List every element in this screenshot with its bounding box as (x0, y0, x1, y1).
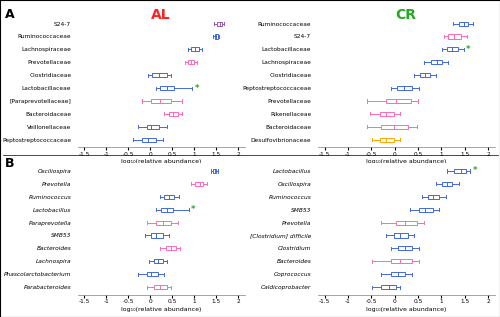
Bar (161, 208, 173, 212)
Bar (152, 73, 167, 77)
Bar (442, 182, 452, 186)
Bar (419, 208, 433, 212)
Bar (146, 272, 158, 276)
Bar (166, 246, 176, 250)
Bar (217, 22, 222, 26)
Text: *: * (191, 205, 196, 214)
Bar (380, 138, 394, 142)
Bar (394, 233, 407, 237)
Text: *: * (466, 45, 470, 54)
X-axis label: log₁₀(relative abundance): log₁₀(relative abundance) (366, 307, 446, 312)
Bar (391, 272, 405, 276)
Bar (431, 60, 442, 64)
Bar (156, 221, 172, 225)
Bar (160, 86, 174, 90)
Bar (398, 246, 412, 250)
Bar (454, 169, 466, 173)
Bar (188, 60, 194, 64)
Bar (213, 169, 216, 173)
Bar (191, 47, 198, 51)
Text: *: * (194, 84, 199, 93)
Bar (382, 125, 407, 129)
Text: A: A (5, 8, 15, 21)
Bar (397, 86, 412, 90)
Bar (428, 195, 439, 199)
Bar (154, 259, 162, 263)
Text: B: B (5, 157, 15, 170)
X-axis label: log₁₀(relative abundance): log₁₀(relative abundance) (121, 159, 202, 164)
X-axis label: log₁₀(relative abundance): log₁₀(relative abundance) (121, 307, 202, 312)
Bar (164, 195, 174, 199)
Bar (382, 285, 396, 289)
X-axis label: log₁₀(relative abundance): log₁₀(relative abundance) (366, 159, 446, 164)
Bar (154, 285, 167, 289)
Bar (386, 99, 411, 103)
Bar (168, 112, 177, 116)
Bar (447, 47, 458, 51)
Bar (448, 35, 461, 39)
Text: CR: CR (396, 8, 416, 22)
Text: *: * (473, 166, 478, 176)
Bar (195, 182, 203, 186)
Bar (391, 259, 412, 263)
Text: AL: AL (151, 8, 171, 22)
Bar (396, 221, 417, 225)
Bar (380, 112, 394, 116)
Bar (459, 22, 468, 26)
Bar (151, 233, 162, 237)
Bar (142, 138, 156, 142)
Bar (420, 73, 430, 77)
Bar (151, 99, 172, 103)
Bar (215, 35, 218, 39)
Bar (146, 125, 159, 129)
